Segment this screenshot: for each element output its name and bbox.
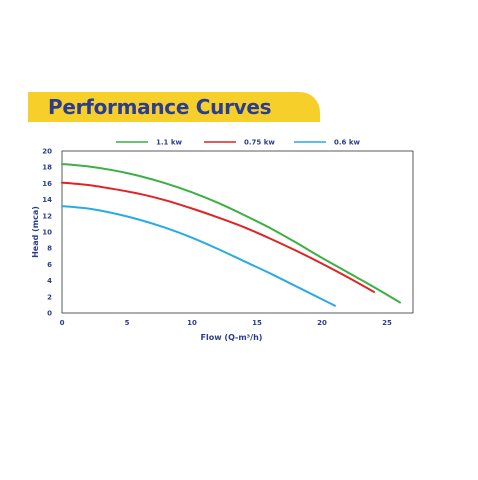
y-tick-label: 18 [42, 164, 52, 172]
series-line-2 [61, 181, 375, 293]
y-tick-label: 0 [47, 310, 52, 318]
y-tick-label: 10 [42, 229, 52, 237]
legend-label-3: 0.6 kw [334, 139, 360, 147]
plot-area [61, 150, 414, 314]
x-tick-label: 20 [317, 319, 327, 327]
page-title: Performance Curves [48, 95, 272, 119]
series-line-1 [61, 162, 401, 304]
x-axis: 0 5 10 15 20 25 [60, 319, 392, 327]
chart-legend: 1.1 kw 0.75 kw 0.6 kw [116, 139, 360, 147]
y-tick-label: 14 [42, 196, 52, 204]
y-axis-label: Head (mca) [31, 206, 40, 258]
y-tick-label: 2 [47, 293, 52, 301]
series-line-3 [61, 205, 336, 307]
x-axis-label: Flow (Q-m³/h) [201, 333, 263, 342]
x-tick-label: 10 [187, 319, 197, 327]
y-tick-label: 20 [42, 148, 52, 156]
y-axis: 0 2 4 6 8 10 12 14 16 18 20 [42, 148, 52, 318]
x-tick-label: 25 [382, 319, 392, 327]
legend-label-1: 1.1 kw [156, 139, 182, 147]
series-layer [61, 162, 401, 307]
x-tick-label: 0 [60, 319, 65, 327]
legend-label-2: 0.75 kw [244, 139, 275, 147]
y-tick-label: 16 [42, 180, 52, 188]
y-tick-label: 6 [47, 261, 52, 269]
x-tick-label: 5 [125, 319, 130, 327]
y-tick-label: 8 [47, 245, 52, 253]
y-tick-label: 12 [42, 212, 52, 220]
title-banner: Performance Curves [28, 92, 320, 122]
x-tick-label: 15 [252, 319, 262, 327]
y-tick-label: 4 [47, 277, 52, 285]
